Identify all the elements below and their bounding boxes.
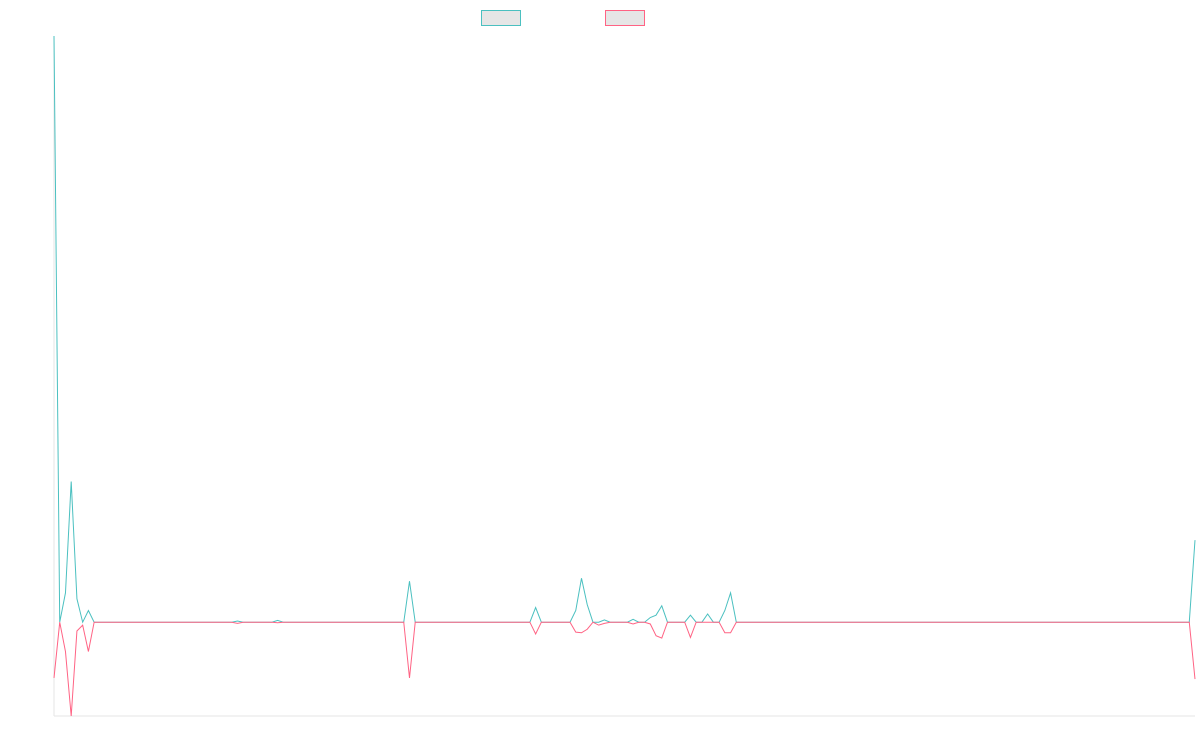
legend[interactable] — [481, 10, 645, 26]
series-line-2 — [53, 621, 1196, 717]
series-group — [53, 35, 1196, 717]
legend-swatch-1[interactable] — [481, 10, 521, 26]
legend-item-2[interactable] — [605, 10, 645, 26]
legend-item-1[interactable] — [481, 10, 521, 26]
series-line-1 — [53, 35, 1196, 624]
legend-swatch-2[interactable] — [605, 10, 645, 26]
axes — [53, 36, 1195, 717]
